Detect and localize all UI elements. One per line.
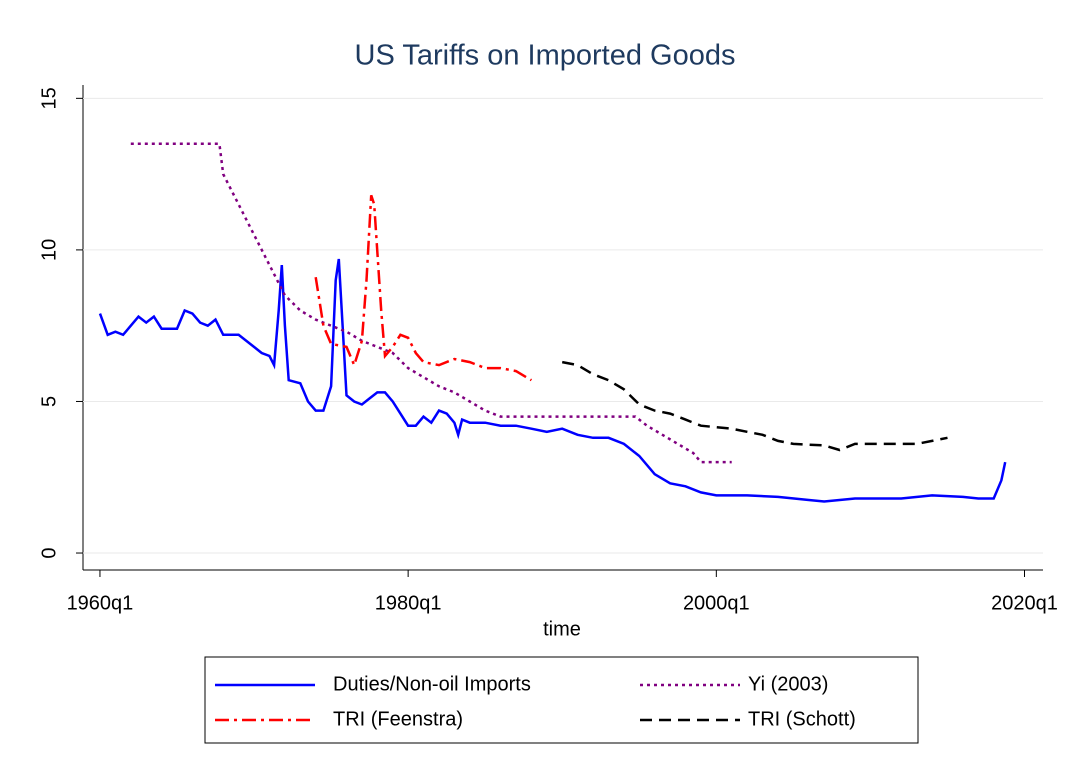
legend-label: TRI (Schott): [748, 708, 856, 730]
legend: [204, 656, 919, 744]
y-tick-label: 15: [38, 87, 60, 109]
legend-label: Yi (2003): [748, 673, 828, 695]
x-axis-title: time: [543, 618, 581, 640]
series-line: [98, 258, 1007, 503]
legend-label: TRI (Feenstra): [333, 708, 463, 730]
x-tick-label: 2020q1: [991, 592, 1058, 614]
x-tick-label: 2000q1: [683, 592, 750, 614]
x-tick-label: 1960q1: [67, 592, 134, 614]
x-tick-label: 1980q1: [375, 592, 442, 614]
y-tick-label: 10: [38, 239, 60, 261]
y-tick-label: 5: [38, 396, 60, 407]
chart-title: US Tariffs on Imported Goods: [355, 40, 736, 72]
legend-label: Duties/Non-oil Imports: [333, 673, 531, 695]
series-line: [130, 142, 732, 464]
y-tick-label: 0: [38, 547, 60, 558]
series-line: [561, 360, 948, 452]
